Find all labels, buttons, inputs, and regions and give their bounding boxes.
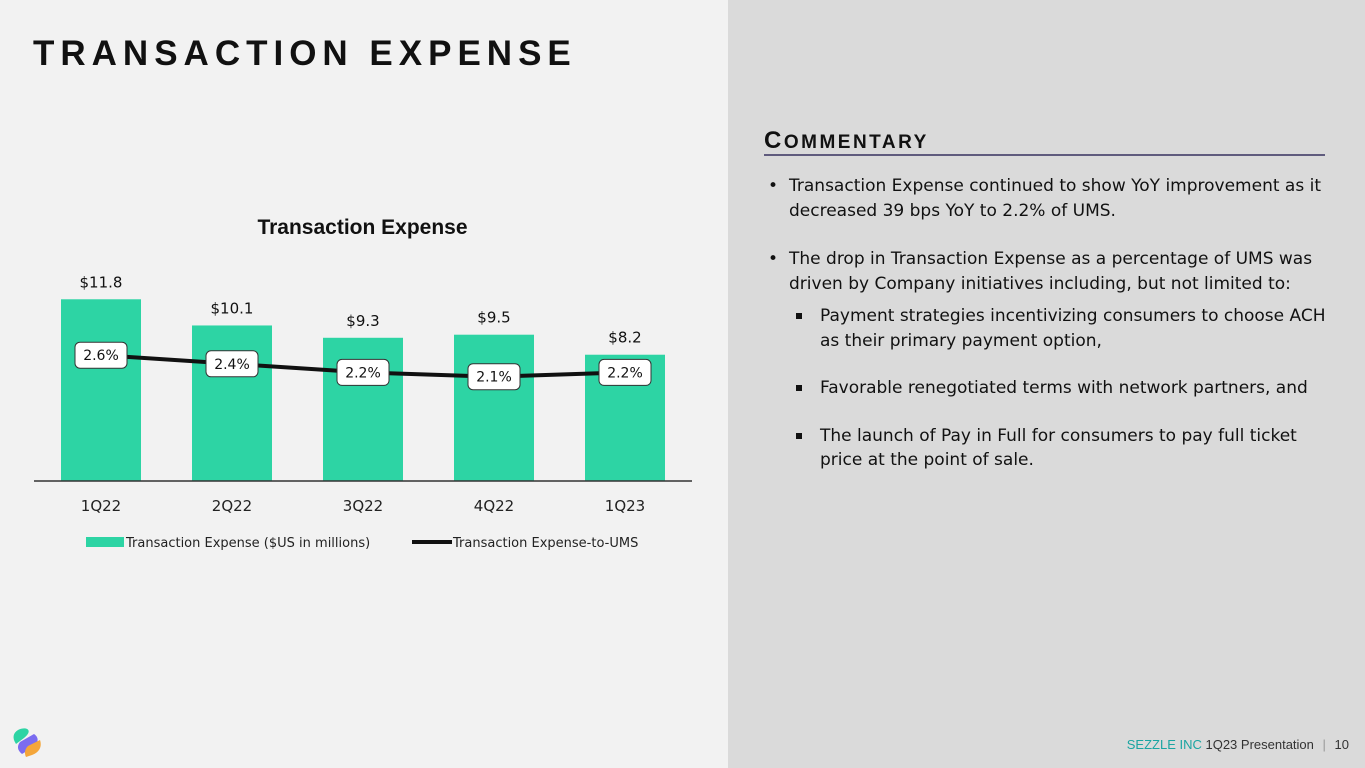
line-point-label-box [205,350,259,378]
bar-value-label: $8.2 [608,329,641,347]
chart-title: Transaction Expense [257,216,468,239]
x-tick-label: 3Q22 [343,497,383,515]
sezzle-logo-icon [13,728,41,757]
bar-value-label: $11.8 [80,273,123,291]
legend-label-line: Transaction Expense-to-UMS [452,536,638,551]
line-point-label-box [467,363,521,391]
line-point-label-box [598,358,652,386]
slide-title: TRANSACTION EXPENSE [33,34,577,73]
line-point-label-box [336,358,390,386]
commentary-title: COMMENTARY [764,127,929,155]
line-point-label: 2.4% [214,357,250,373]
commentary-sub-bullet: Payment strategies incentivizing consume… [768,304,1328,353]
commentary-sub-bullet: The launch of Pay in Full for consumers … [768,424,1328,473]
bar-value-label: $10.1 [211,299,254,317]
right-panel [728,0,1365,768]
line-point-label: 2.2% [345,365,381,381]
x-tick-label: 2Q22 [212,497,252,515]
bar-value-label: $9.5 [477,309,510,327]
legend-swatch-bar [86,537,124,547]
legend-label-bar: Transaction Expense ($US in millions) [125,536,370,551]
line-point-label: 2.6% [83,348,119,364]
footer-presentation: 1Q23 Presentation [1205,737,1314,752]
commentary-list: Transaction Expense continued to show Yo… [768,174,1328,496]
x-tick-label: 1Q22 [81,497,121,515]
bar [61,299,141,481]
x-tick-label: 1Q23 [605,497,645,515]
x-tick-label: 4Q22 [474,497,514,515]
commentary-bullet: Transaction Expense continued to show Yo… [768,174,1328,223]
line-point-label-box [74,341,128,369]
footer: SEZZLE INC 1Q23 Presentation | 10 [1127,737,1349,752]
commentary-sub-bullet: Favorable renegotiated terms with networ… [768,376,1328,401]
commentary-title-rest: OMMENTARY [783,132,929,153]
commentary-bullet: The drop in Transaction Expense as a per… [768,247,1328,296]
bar-value-label: $9.3 [346,312,379,330]
line-point-label: 2.1% [476,370,512,386]
footer-brand: SEZZLE INC [1126,737,1202,752]
bar [192,325,272,481]
transaction-expense-chart: $11.8 1Q22 $10.1 2Q22 $9.3 3Q22 $9.5 4Q22 $8.2 1Q… [34,273,692,551]
commentary-divider [764,154,1325,156]
footer-separator: | [1322,737,1326,752]
commentary-title-cap: C [764,127,784,154]
bar [454,334,534,481]
footer-page-number: 10 [1334,737,1349,752]
line-point-label: 2.2% [607,365,643,381]
